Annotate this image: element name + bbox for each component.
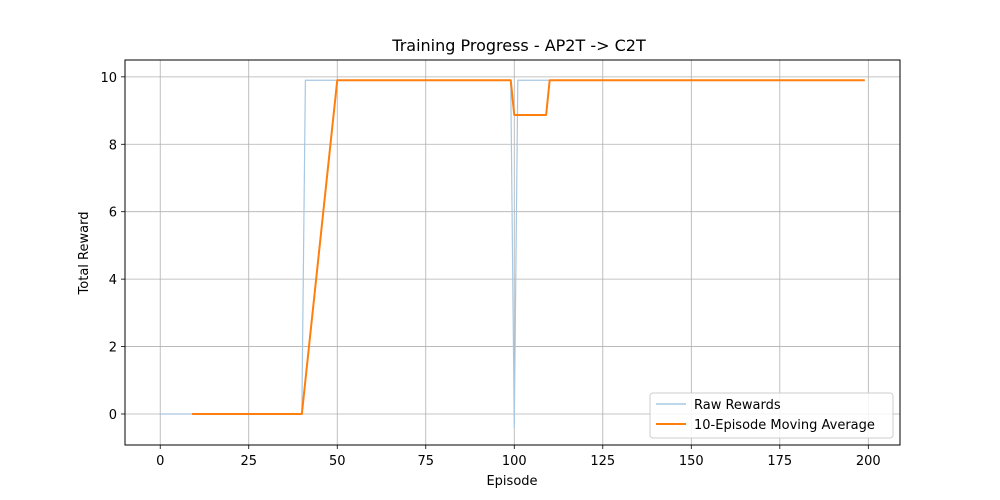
y-tick-label: 8 bbox=[109, 138, 117, 153]
x-tick-label: 0 bbox=[156, 454, 164, 469]
raw-rewards-line bbox=[160, 79, 865, 429]
legend: Raw Rewards 10-Episode Moving Average bbox=[649, 392, 894, 439]
y-tick-label: 6 bbox=[109, 206, 117, 221]
x-tick-label: 100 bbox=[502, 454, 527, 469]
y-tick-label: 0 bbox=[109, 408, 117, 423]
legend-label-moving-average: 10-Episode Moving Average bbox=[694, 418, 875, 433]
y-tick-label: 10 bbox=[100, 71, 117, 86]
x-tick-label: 150 bbox=[679, 454, 704, 469]
chart-title: Training Progress - AP2T -> C2T bbox=[391, 36, 646, 55]
x-axis-label: Episode bbox=[486, 474, 537, 489]
x-tick-label: 200 bbox=[856, 454, 881, 469]
series-lines bbox=[160, 79, 865, 429]
x-tick-label: 175 bbox=[767, 454, 792, 469]
legend-label-raw-rewards: Raw Rewards bbox=[694, 398, 781, 413]
axis-ticks: 0 25 50 75 100 125 150 175 200 0 2 4 6 8 10 bbox=[100, 71, 880, 469]
moving-average-line bbox=[192, 79, 865, 415]
plot-frame bbox=[124, 59, 901, 446]
x-tick-label: 75 bbox=[417, 454, 434, 469]
x-tick-label: 50 bbox=[329, 454, 346, 469]
y-axis-label: Total Reward bbox=[77, 212, 92, 296]
y-tick-label: 2 bbox=[109, 341, 117, 356]
x-tick-label: 125 bbox=[590, 454, 615, 469]
legend-box bbox=[649, 392, 894, 439]
y-tick-label: 4 bbox=[109, 273, 117, 288]
x-tick-label: 25 bbox=[240, 454, 257, 469]
